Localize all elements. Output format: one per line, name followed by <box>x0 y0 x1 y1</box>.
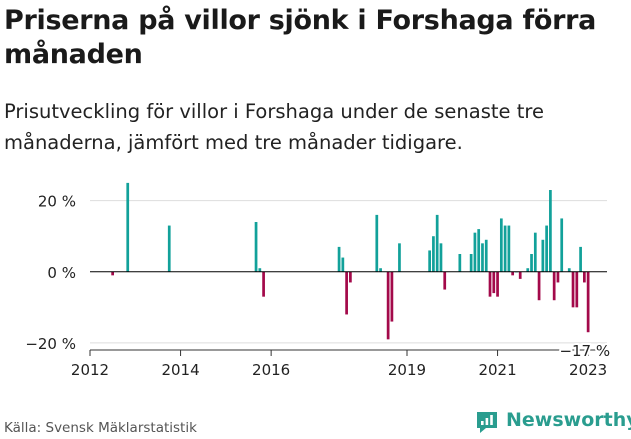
x-tick-label: 2012 <box>71 361 109 379</box>
bar <box>111 271 114 276</box>
bar <box>567 268 571 272</box>
chart-title: Priserna på villor sjönk i Forshaga förr… <box>4 5 597 70</box>
bar <box>337 246 341 272</box>
gridlines <box>90 200 607 344</box>
bar <box>398 243 401 272</box>
bar <box>258 268 262 272</box>
tick-labels: 20 % 0 % −20 % 2012 2014 2016 2019 2021 2023−17 … <box>25 193 612 379</box>
bar <box>341 257 345 272</box>
bars <box>111 182 590 340</box>
bar <box>533 232 537 272</box>
bar <box>571 271 575 308</box>
bar <box>575 271 579 308</box>
bar <box>556 271 560 283</box>
bar <box>484 239 488 272</box>
bar <box>530 254 533 272</box>
bar <box>499 218 503 272</box>
bar <box>488 271 492 297</box>
y-tick-label: 0 % <box>47 264 76 282</box>
bar <box>511 271 515 276</box>
bar <box>262 271 265 297</box>
bar <box>507 225 511 272</box>
x-tick-label: 2016 <box>252 361 290 379</box>
last-value-label-halo: −17 % <box>559 342 610 360</box>
y-tick-label: 20 % <box>38 193 76 211</box>
x-tick-label: 2021 <box>478 361 516 379</box>
x-tick-label: 2019 <box>388 361 426 379</box>
bar <box>537 271 541 301</box>
bar <box>375 214 379 272</box>
bar <box>503 225 507 272</box>
bar <box>167 225 171 272</box>
bar <box>473 232 477 272</box>
bar <box>545 225 548 272</box>
bar <box>349 271 352 283</box>
bar <box>526 268 530 272</box>
brand-name: Newsworthy <box>506 409 631 431</box>
bar <box>390 271 394 322</box>
bar <box>435 214 439 272</box>
bar <box>481 243 484 272</box>
y-tick-label: −20 % <box>25 335 76 353</box>
source-note: Källa: Svensk Mäklarstatistik <box>4 420 197 436</box>
x-axis <box>89 271 607 356</box>
bar <box>496 271 499 297</box>
chart-subtitle: Prisutveckling för villor i Forshaga und… <box>4 100 544 154</box>
bar <box>386 271 390 340</box>
bar <box>458 254 462 272</box>
bar <box>254 222 258 272</box>
bar <box>345 271 348 315</box>
bar <box>428 250 431 272</box>
bar <box>583 271 586 283</box>
bar <box>552 271 556 301</box>
bar <box>126 182 130 272</box>
bar <box>518 271 522 279</box>
newsworthy-icon <box>477 412 497 433</box>
bar <box>469 254 473 272</box>
bar-chart: 20 % 0 % −20 % 2012 2014 2016 2019 2021 2023−17 … <box>25 182 612 379</box>
bar <box>541 239 545 272</box>
bar <box>579 246 582 272</box>
x-tick-label: 2023 <box>569 361 607 379</box>
bar <box>477 229 481 272</box>
bar <box>549 190 552 272</box>
x-tick-label: 2014 <box>161 361 199 379</box>
last-value-label: −17 % <box>559 342 610 360</box>
bar <box>439 243 443 272</box>
bar <box>560 218 564 272</box>
bar <box>379 268 382 272</box>
bar <box>586 271 590 333</box>
bar <box>432 236 435 272</box>
bar <box>443 271 447 290</box>
bar <box>492 271 496 294</box>
